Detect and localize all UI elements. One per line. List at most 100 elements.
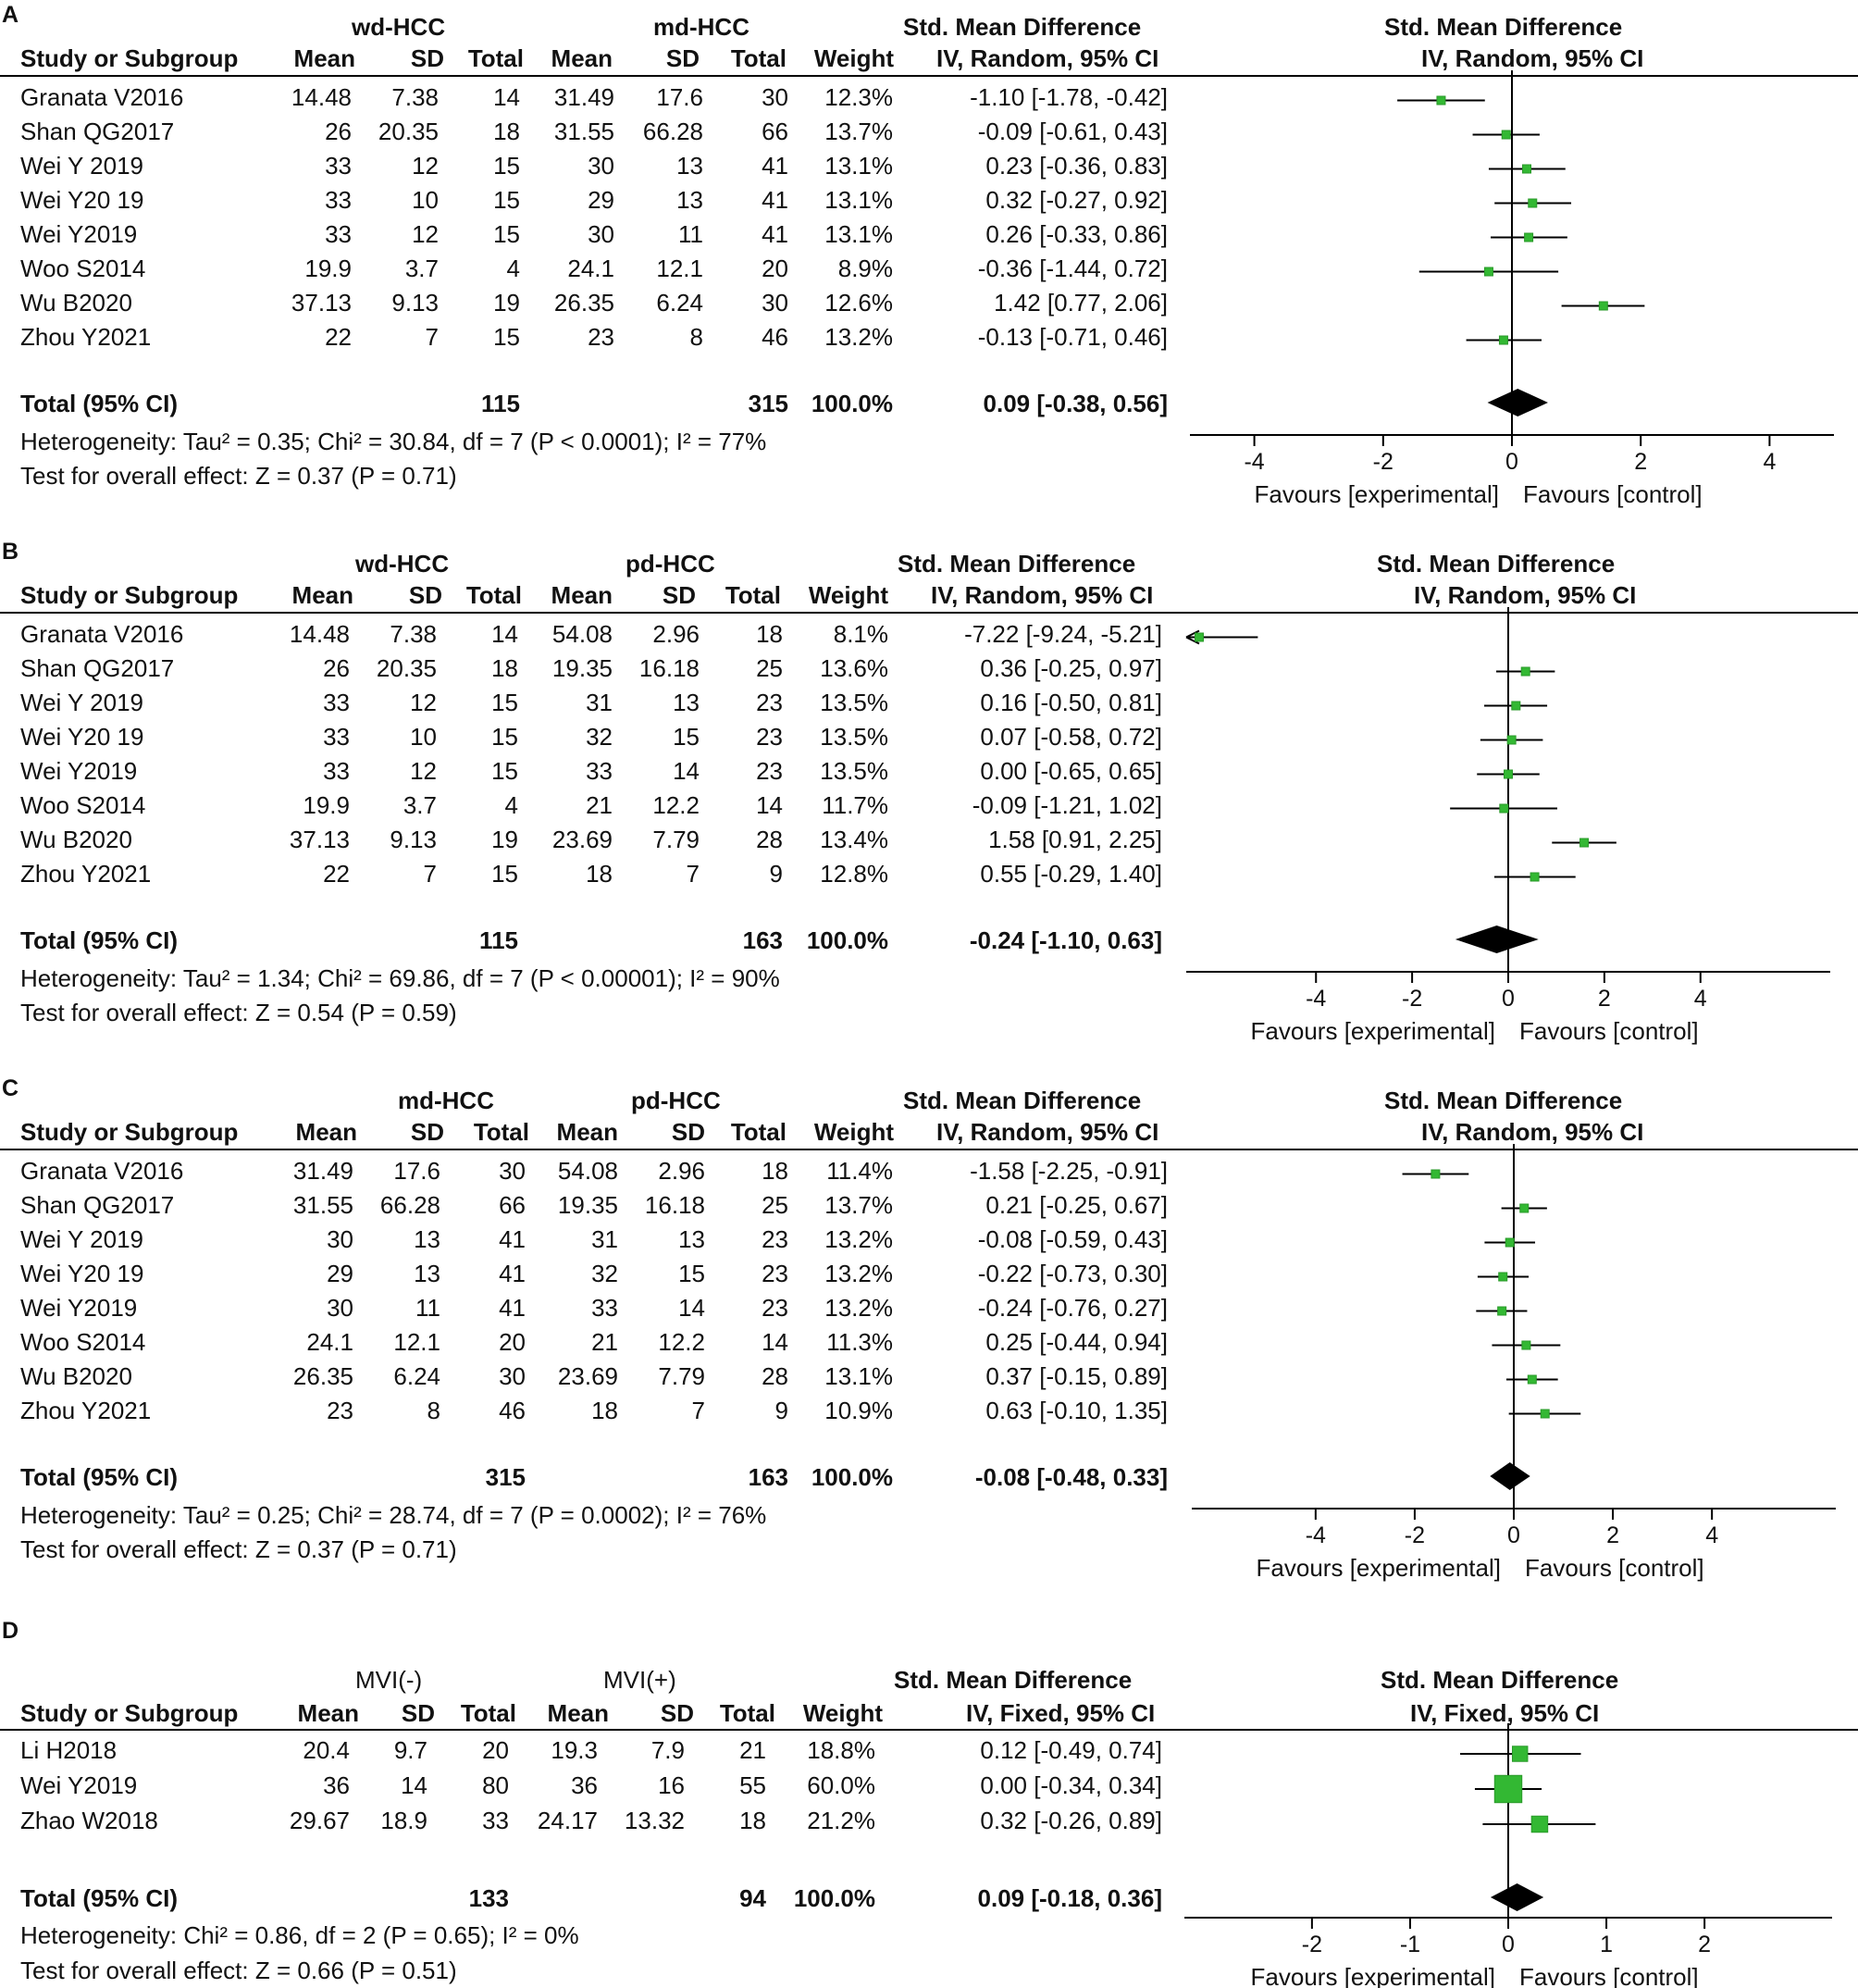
summary-diamond (1487, 389, 1548, 416)
table-row: Shan QG2017 26 20.35 18 31.55 66.28 66 1… (0, 118, 1203, 152)
col-header-mean1: Mean (297, 1699, 359, 1727)
effect-header-bottom: IV, Fixed, 95% CI (966, 1699, 1156, 1727)
panel-letter: D (2, 1618, 19, 1644)
col-header-total1: Total (473, 1118, 529, 1146)
favours-left-label: Favours [experimental] (1257, 1554, 1501, 1582)
x-tick-label: -4 (1306, 986, 1326, 1012)
x-tick-label: -4 (1244, 449, 1264, 475)
study-marker (1511, 701, 1521, 711)
study-marker (1498, 335, 1508, 345)
col-header-total1: Total (467, 44, 524, 72)
summary-diamond (1455, 926, 1539, 953)
study-name: Shan QG2017 (20, 118, 175, 145)
mean1: 31.55 (292, 1191, 353, 1219)
table-row: Granata V2016 14.48 7.38 14 31.49 17.6 3… (0, 83, 1203, 118)
effect-ci: 0.00 [-0.34, 0.34] (980, 1771, 1162, 1799)
study-marker (1540, 1409, 1550, 1419)
mean2: 19.35 (551, 654, 613, 682)
table-row: Granata V2016 14.48 7.38 14 54.08 2.96 1… (0, 620, 1203, 654)
total1: 4 (506, 255, 520, 282)
col-header-total2: Total (719, 1699, 775, 1727)
mean1: 26.35 (292, 1362, 353, 1390)
weight: 12.8% (820, 860, 888, 888)
weight: 13.5% (820, 689, 888, 716)
total2: 9 (774, 1397, 788, 1424)
effect-ci: 0.36 [-0.25, 0.97] (980, 654, 1162, 682)
effect-ci: -0.13 [-0.71, 0.46] (977, 323, 1168, 351)
x-tick-label: 2 (1698, 1932, 1711, 1957)
col-header-sd2: SD (671, 1118, 705, 1146)
col-header-total2: Total (725, 581, 781, 609)
sd2: 6.24 (656, 289, 703, 317)
x-tick-label: 0 (1505, 449, 1518, 475)
total2: 23 (756, 757, 783, 785)
table-row: Zhao W2018 29.67 18.9 33 24.17 13.32 18 … (0, 1807, 1203, 1841)
table-row: Wei Y2019 30 11 41 33 14 23 13.2% -0.24 … (0, 1294, 1203, 1328)
study-name: Shan QG2017 (20, 654, 175, 682)
mean1: 33 (323, 689, 350, 716)
mean2: 26.35 (553, 289, 614, 317)
total1: 30 (499, 1362, 526, 1390)
effect-ci: 1.58 [0.91, 2.25] (988, 826, 1162, 853)
sd2: 13 (676, 152, 703, 180)
study-marker (1598, 301, 1608, 311)
study-name: Granata V2016 (20, 83, 184, 111)
table-row: Wei Y 2019 30 13 41 31 13 23 13.2% -0.08… (0, 1225, 1203, 1260)
sd2: 7 (686, 860, 700, 888)
sd1: 8 (427, 1397, 440, 1424)
overall-effect-text: Test for overall effect: Z = 0.54 (P = 0… (20, 999, 457, 1026)
sd1: 13 (414, 1260, 440, 1287)
table-row: Woo S2014 19.9 3.7 4 21 12.2 14 11.7% -0… (0, 791, 1203, 826)
col-header-sd2: SD (660, 1699, 694, 1727)
mean2: 21 (586, 791, 613, 819)
mean1: 14.48 (289, 620, 350, 648)
x-tick-label: -2 (1302, 1932, 1322, 1957)
x-tick-label: 0 (1502, 986, 1515, 1012)
sd1: 12 (410, 689, 437, 716)
mean1: 19.9 (304, 255, 352, 282)
ci-arrow-left (1185, 629, 1200, 645)
mean2: 30 (588, 220, 614, 248)
weight: 21.2% (807, 1807, 875, 1834)
mean1: 37.13 (291, 289, 352, 317)
weight: 13.7% (824, 118, 893, 145)
sd1: 9.13 (390, 826, 437, 853)
effect-ci: 0.00 [-0.65, 0.65] (980, 757, 1162, 785)
mean2: 54.08 (551, 620, 613, 648)
weight: 100.0% (811, 390, 893, 417)
study-name: Zhou Y2021 (20, 323, 152, 351)
effect-ci: 0.12 [-0.49, 0.74] (980, 1736, 1162, 1764)
study-marker (1504, 769, 1513, 779)
total2: 94 (739, 1884, 766, 1912)
sd1: 7.38 (390, 620, 437, 648)
forest-plot: -4 -2 0 2 4 Favours [experimental] Favours [co… (1185, 607, 1830, 1045)
total1: 115 (479, 926, 518, 954)
col-header-sd1: SD (410, 44, 444, 72)
sd2: 12.1 (656, 255, 703, 282)
effect-header-top: Std. Mean Difference (894, 1666, 1133, 1694)
plot-header-bottom: IV, Random, 95% CI (1421, 44, 1644, 72)
forest-plot: -2 -1 0 1 2 Favours [experimental] Favours [co… (1184, 1723, 1832, 1988)
col-header-mean2: Mean (556, 1118, 618, 1146)
study-name: Zhou Y2021 (20, 860, 152, 888)
mean2: 23.69 (551, 826, 613, 853)
sd1: 18.9 (380, 1807, 427, 1834)
col-header-mean2: Mean (551, 44, 613, 72)
col-header-sd2: SD (662, 581, 696, 609)
total2: 21 (739, 1736, 766, 1764)
plot-header-top: Std. Mean Difference (1377, 550, 1616, 578)
col-header-sd1: SD (408, 581, 442, 609)
forest-panel-b: B wd-HCC pd-HCC Std. Mean Difference Std… (0, 537, 1858, 1074)
total1: 33 (482, 1807, 509, 1834)
col-header-study: Study or Subgroup (20, 1118, 239, 1146)
study-marker (1530, 1815, 1549, 1833)
study-marker (1519, 1203, 1530, 1213)
table-row: Shan QG2017 31.55 66.28 66 19.35 16.18 2… (0, 1191, 1203, 1225)
study-marker (1524, 232, 1534, 242)
mean1: 33 (323, 723, 350, 751)
col-header-total1: Total (460, 1699, 516, 1727)
x-tick-label: 0 (1502, 1932, 1515, 1957)
table-row: Wei Y2019 33 12 15 33 14 23 13.5% 0.00 [… (0, 757, 1203, 791)
plot-header-top: Std. Mean Difference (1381, 1666, 1619, 1694)
panel-letter: C (2, 1075, 19, 1101)
